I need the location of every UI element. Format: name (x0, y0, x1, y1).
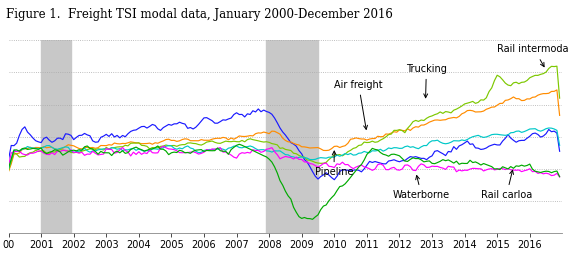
Text: Pipeline: Pipeline (315, 151, 353, 177)
Text: Trucking: Trucking (406, 64, 447, 98)
Bar (266, 40, 318, 233)
Text: Rail carloa: Rail carloa (481, 170, 532, 200)
Text: Waterborne: Waterborne (393, 176, 450, 200)
Text: Figure 1.  Freight TSI modal data, January 2000-December 2016: Figure 1. Freight TSI modal data, Januar… (6, 8, 392, 21)
Text: Air freight: Air freight (335, 80, 383, 129)
Text: Rail intermodal: Rail intermodal (497, 44, 568, 67)
Bar (41, 40, 71, 233)
